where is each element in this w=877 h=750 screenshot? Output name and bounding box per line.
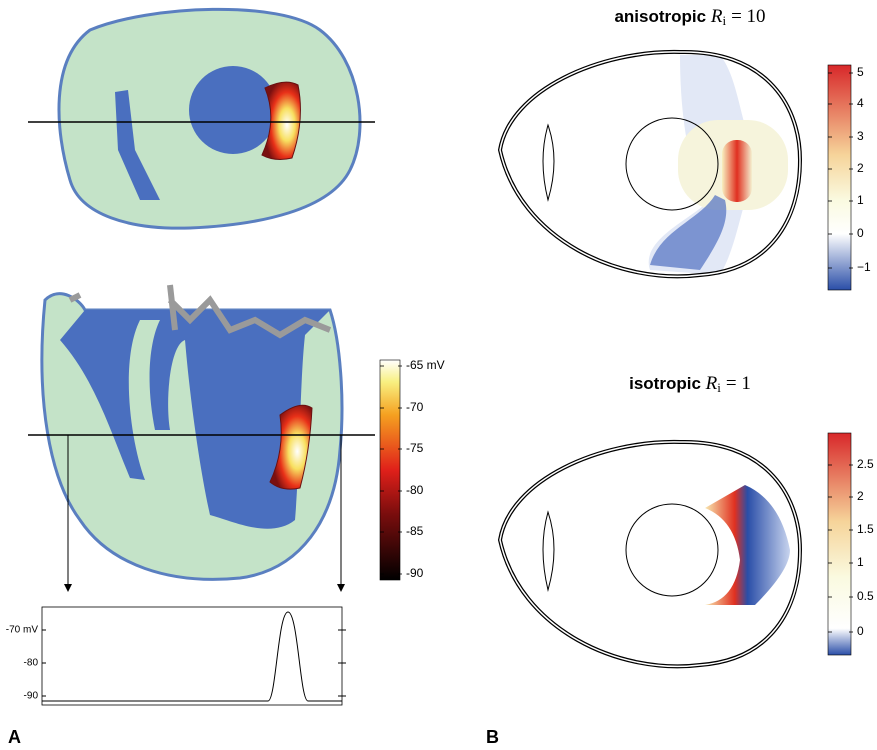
tick-label: 2 bbox=[857, 161, 864, 175]
tick-label: 4 bbox=[857, 96, 864, 110]
tick-label: -85 bbox=[406, 524, 424, 538]
tick-label: 1 bbox=[857, 555, 864, 569]
tick-label: -90 bbox=[406, 566, 424, 580]
tick-label: -70 mV bbox=[6, 625, 39, 636]
arrowheads bbox=[64, 584, 345, 592]
panel-title: anisotropic Ri= 10 bbox=[614, 6, 765, 28]
tick-label: 1 bbox=[857, 193, 864, 207]
tick-label: -65 mV bbox=[406, 358, 445, 372]
tick-label: 5 bbox=[857, 65, 864, 79]
panel-label: B bbox=[486, 727, 499, 747]
tick-label: -80 bbox=[24, 658, 39, 669]
ventricle bbox=[189, 66, 277, 154]
map-bottom bbox=[500, 442, 800, 666]
tick-label: 1.5 bbox=[857, 522, 874, 536]
tick-label: −1 bbox=[857, 260, 871, 274]
tick-label: 0 bbox=[857, 624, 864, 638]
figure: A anisotropic Ri= 10 isotropic Ri= 1 B -… bbox=[0, 0, 877, 750]
trace bbox=[42, 612, 342, 701]
tick-label: -75 bbox=[406, 441, 424, 455]
tick-label: 0 bbox=[857, 226, 864, 240]
panel-label: A bbox=[8, 727, 21, 747]
trace-box bbox=[42, 607, 342, 705]
map-top bbox=[500, 52, 800, 276]
colorbar bbox=[380, 360, 400, 580]
colorbar bbox=[828, 433, 851, 655]
tick-label: 2 bbox=[857, 489, 864, 503]
tick-label: -80 bbox=[406, 483, 424, 497]
tick-label: 3 bbox=[857, 129, 864, 143]
tick-label: -90 bbox=[24, 691, 39, 702]
tick-label: 0.5 bbox=[857, 589, 874, 603]
panel-a: A bbox=[8, 9, 400, 746]
panel-b: anisotropic Ri= 10 isotropic Ri= 1 B bbox=[486, 6, 851, 746]
colorbar bbox=[828, 65, 851, 290]
tick-label: 2.5 bbox=[857, 457, 874, 471]
panel-title: isotropic Ri= 1 bbox=[629, 373, 751, 395]
tick-label: -70 bbox=[406, 400, 424, 414]
